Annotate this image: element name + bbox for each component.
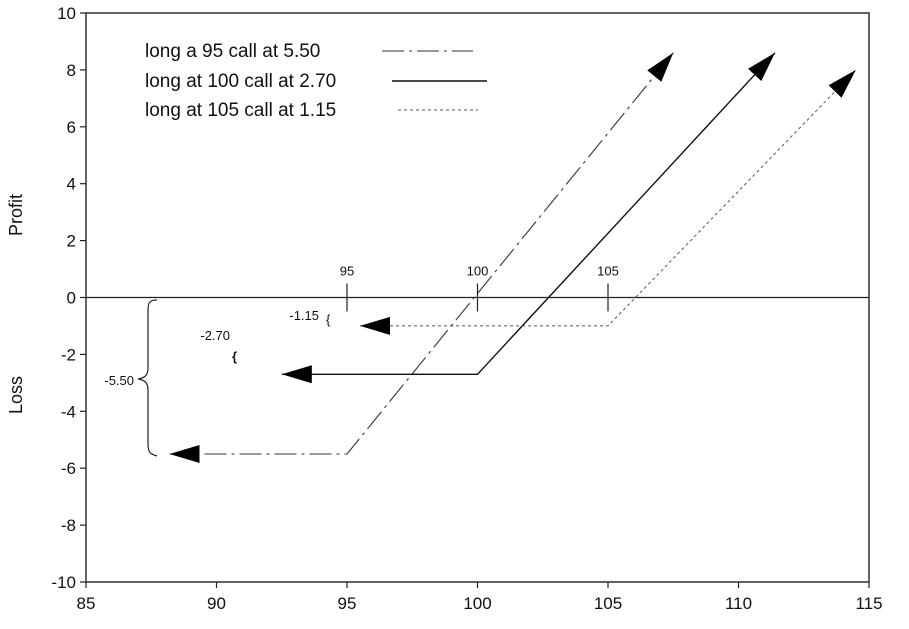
series-line-95: [169, 52, 674, 455]
y-tick-label: 6: [67, 118, 76, 137]
legend-entry-label: long at 105 call at 1.15: [145, 100, 336, 121]
arrow-right-105: [828, 69, 856, 98]
y-tick-label: 4: [67, 175, 76, 194]
premium-label: -2.70: [200, 328, 230, 343]
y-tick-label: 2: [67, 232, 76, 251]
y-axis-title-profit: Profit: [6, 194, 26, 236]
legend-entry-label: long at 100 call at 2.70: [145, 71, 336, 92]
y-tick-label: -6: [61, 459, 76, 478]
arrow-left-100: [281, 365, 312, 384]
arrow-left-95: [169, 445, 200, 463]
x-tick-label: 85: [77, 594, 96, 613]
y-tick-label: 0: [67, 289, 76, 308]
legend: long a 95 call at 5.50 long at 100 call a…: [145, 41, 487, 121]
strike-label: 95: [340, 264, 354, 279]
arrow-left-105: [360, 316, 390, 335]
x-tick-label: 95: [338, 594, 357, 613]
x-tick-label: 115: [855, 594, 882, 613]
x-tick-label: 90: [207, 594, 226, 613]
y-tick-label: 10: [57, 4, 76, 23]
y-tick-label: -8: [61, 516, 76, 535]
premium-brace: [137, 299, 158, 457]
strike-label: 105: [597, 264, 619, 279]
legend-entry-label: long a 95 call at 5.50: [145, 41, 320, 62]
premium-brace: {: [232, 349, 237, 364]
series-line-105: [360, 69, 857, 327]
y-tick-label: 8: [67, 61, 76, 80]
y-axis-title-loss: Loss: [6, 376, 26, 414]
arrow-right-95: [647, 52, 674, 82]
x-tick-label: 100: [463, 594, 491, 613]
arrow-right-100: [748, 52, 775, 81]
x-tick-label: 110: [725, 594, 752, 613]
premium-brace: {: [326, 312, 331, 327]
y-tick-label: -2: [61, 345, 76, 364]
x-tick-label: 105: [594, 594, 622, 613]
premium-label: -1.15: [289, 308, 319, 323]
annotation-layer: 95 100 105-1.15 {-2.70{-5.50: [104, 264, 619, 457]
premium-label: -5.50: [104, 373, 134, 388]
series-layer: [169, 52, 857, 463]
axes-layer: 85 90 95 100 105 110 115 -10 -8 -6 -4 -2 0 2 4 6 8 10: [51, 4, 882, 613]
y-tick-label: -10: [51, 573, 76, 592]
strike-label: 100: [467, 264, 489, 279]
series-line-100: [281, 52, 776, 375]
y-tick-label: -4: [61, 402, 76, 421]
